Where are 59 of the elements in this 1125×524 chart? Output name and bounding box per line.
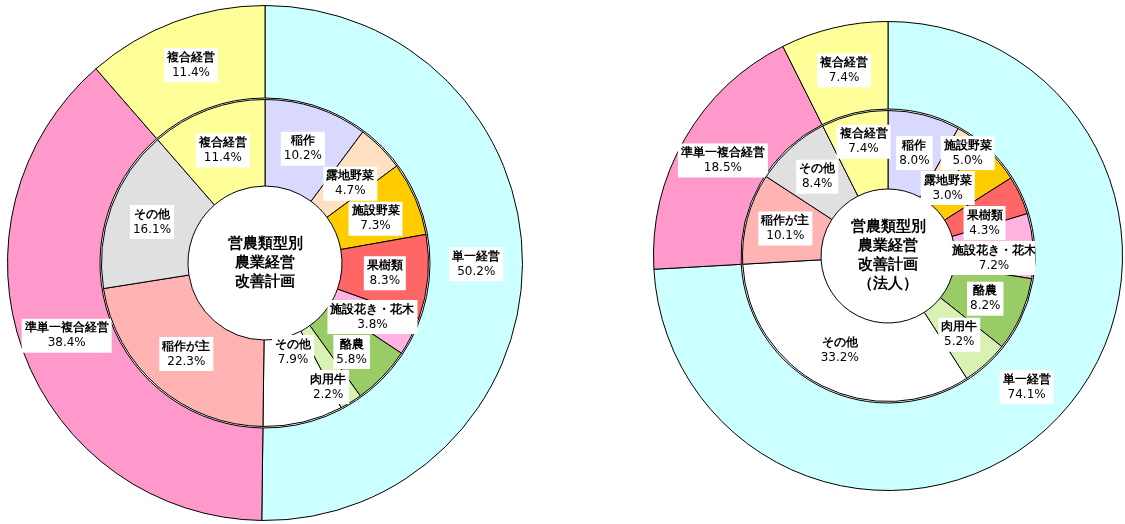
data-label: 7.2% (978, 257, 1010, 272)
text: 営農類型別農業経営改善計画 (227, 233, 303, 290)
text: 営農類型別農業経営改善計画 (850, 217, 926, 274)
data-label: 5.2% (944, 334, 975, 349)
data-label: 18.5% (703, 160, 742, 175)
data-label: 8.3% (369, 272, 401, 287)
slice-label: 施設花き・花木 (951, 242, 1037, 257)
slice-label: 露地野菜 (325, 168, 375, 183)
data-label: 2.2% (312, 386, 344, 401)
data-label: 5.8% (336, 351, 367, 366)
data-label: 11.4% (203, 150, 242, 164)
data-label: 7.9% (277, 351, 309, 366)
slice-label: 複合経営 (838, 126, 888, 141)
data-label: 10.1% (766, 228, 805, 243)
slice-label: 稲作 (901, 137, 927, 152)
data-label: 8.2% (969, 298, 1001, 313)
slice-label: 酪農 (973, 283, 998, 298)
slice-label: その他 (133, 206, 171, 221)
slice-label: 露地野菜 (922, 172, 972, 187)
slice-label: 施設野菜 (350, 203, 400, 218)
data-label: 22.3% (167, 353, 206, 368)
slice-label: 果樹類 (365, 257, 403, 272)
data-label: 38.4% (47, 335, 86, 350)
data-label: 3.8% (357, 316, 388, 331)
slice-label: その他 (821, 335, 859, 350)
data-label: 4.3% (969, 222, 1000, 237)
slice-label: 稲作 (289, 133, 315, 148)
slice-label: その他 (799, 161, 837, 176)
data-label: 8.0% (899, 152, 930, 167)
slice-label: その他 (275, 336, 313, 351)
slice-label: 肉用牛 (310, 371, 347, 386)
data-label: 7.4% (848, 141, 879, 156)
slice-label: 果樹類 (965, 207, 1003, 222)
slice-label: 施設花き・花木 (329, 301, 416, 316)
data-label: 7.4% (828, 70, 860, 85)
data-label: 33.2% (820, 350, 859, 365)
data-label: 74.1% (1007, 386, 1046, 401)
slice-label: 準単一複合経営 (679, 145, 765, 160)
data-label: 3.0% (932, 187, 963, 202)
slice-label: 稲作が主 (161, 338, 211, 353)
data-label: 50.2% (457, 263, 496, 278)
data-label: 10.2% (283, 148, 322, 163)
slice-label: 単一経営 (451, 248, 501, 263)
slice-label: 複合経営 (165, 49, 215, 64)
data-label: 4.7% (335, 183, 366, 198)
data-label: 8.4% (801, 176, 833, 191)
slice-label: 施設野菜 (942, 137, 992, 152)
slice-label: 複合経営 (819, 55, 869, 70)
slice-label: 稲作が主 (760, 213, 810, 228)
data-label: 5.0% (952, 152, 983, 167)
slice-label: 酪農 (339, 336, 364, 351)
data-label: 16.1% (132, 221, 172, 236)
slice-label: 複合経営 (197, 135, 247, 149)
slice-label: 肉用牛 (941, 319, 978, 334)
text: （法人） (858, 274, 918, 293)
data-label: 11.4% (171, 64, 211, 79)
slice-label: 単一経営 (1001, 371, 1051, 386)
slice-label: 準単一複合経営 (23, 320, 109, 335)
data-label: 7.3% (360, 218, 391, 233)
